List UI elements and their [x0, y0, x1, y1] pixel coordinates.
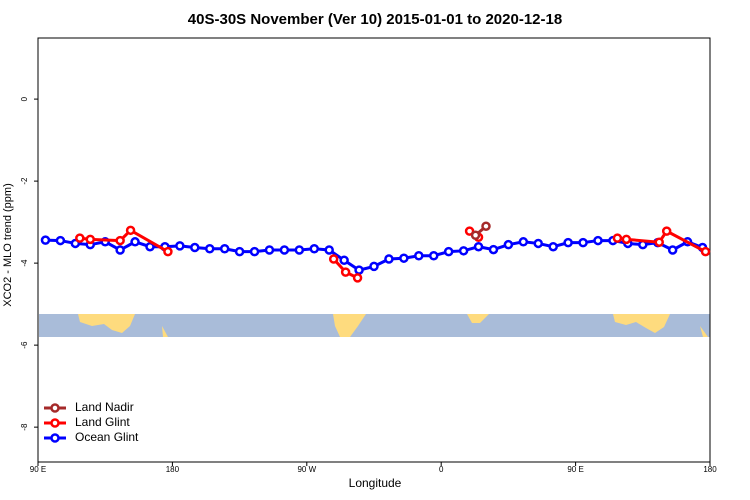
x-tick-label: 180	[703, 465, 717, 474]
point	[473, 241, 484, 252]
x-tick-label: 90 E	[30, 465, 46, 474]
y-tick-label: -8	[20, 423, 29, 431]
point	[464, 226, 475, 236]
point	[163, 246, 173, 257]
point	[593, 235, 603, 246]
point	[309, 244, 320, 254]
point	[470, 230, 481, 240]
point	[428, 250, 439, 261]
point	[130, 237, 140, 247]
point	[234, 246, 245, 257]
x-tick-label: 0	[439, 465, 444, 474]
point	[481, 221, 491, 231]
point	[125, 225, 136, 236]
point	[324, 245, 334, 255]
point	[85, 234, 96, 245]
x-axis-label: Longitude	[349, 476, 402, 490]
y-tick-label: -6	[20, 341, 29, 349]
point	[369, 261, 379, 272]
point	[115, 245, 125, 255]
point	[40, 235, 51, 245]
point	[700, 246, 711, 257]
chart-title: 40S-30S November (Ver 10) 2015-01-01 to …	[188, 11, 562, 28]
point	[518, 237, 529, 247]
y-tick-label: -4	[20, 259, 29, 267]
point	[503, 239, 514, 250]
y-tick-label: -2	[20, 177, 29, 185]
point	[458, 246, 469, 256]
point	[75, 233, 85, 243]
point	[414, 250, 424, 261]
point	[190, 242, 200, 253]
point	[175, 241, 185, 251]
point	[145, 241, 155, 252]
y-axis-label: XCO2 - MLO trend (ppm)	[2, 183, 14, 306]
legend-marker	[50, 403, 60, 413]
point	[578, 237, 588, 248]
point	[667, 245, 678, 255]
point	[279, 245, 290, 255]
map-strip	[39, 314, 710, 337]
point	[219, 244, 230, 254]
legend-marker	[50, 433, 60, 443]
point	[661, 226, 672, 236]
point	[443, 246, 454, 257]
legend-label: Ocean Glint	[75, 430, 139, 444]
point	[294, 245, 305, 255]
point	[204, 244, 215, 254]
point	[563, 237, 573, 248]
x-tick-label: 180	[166, 465, 180, 474]
point	[339, 255, 349, 266]
legend-label: Land Glint	[75, 415, 130, 429]
point	[354, 265, 364, 275]
plot-frame	[37, 37, 711, 463]
point	[55, 235, 66, 246]
point	[612, 233, 623, 243]
point	[328, 254, 339, 264]
point	[654, 237, 664, 247]
point	[488, 244, 499, 255]
point	[115, 235, 125, 246]
point	[352, 273, 363, 283]
point	[533, 238, 544, 249]
point	[384, 254, 394, 264]
point	[399, 253, 409, 263]
point	[548, 241, 558, 252]
point	[264, 245, 275, 255]
point	[340, 267, 351, 277]
legend-marker	[50, 418, 60, 428]
x-tick-label: 90 E	[567, 465, 583, 474]
x-tick-label: 90 W	[297, 465, 316, 474]
y-tick-label: 0	[20, 96, 29, 101]
point	[621, 234, 632, 245]
legend-label: Land Nadir	[75, 400, 134, 414]
point	[249, 246, 260, 257]
